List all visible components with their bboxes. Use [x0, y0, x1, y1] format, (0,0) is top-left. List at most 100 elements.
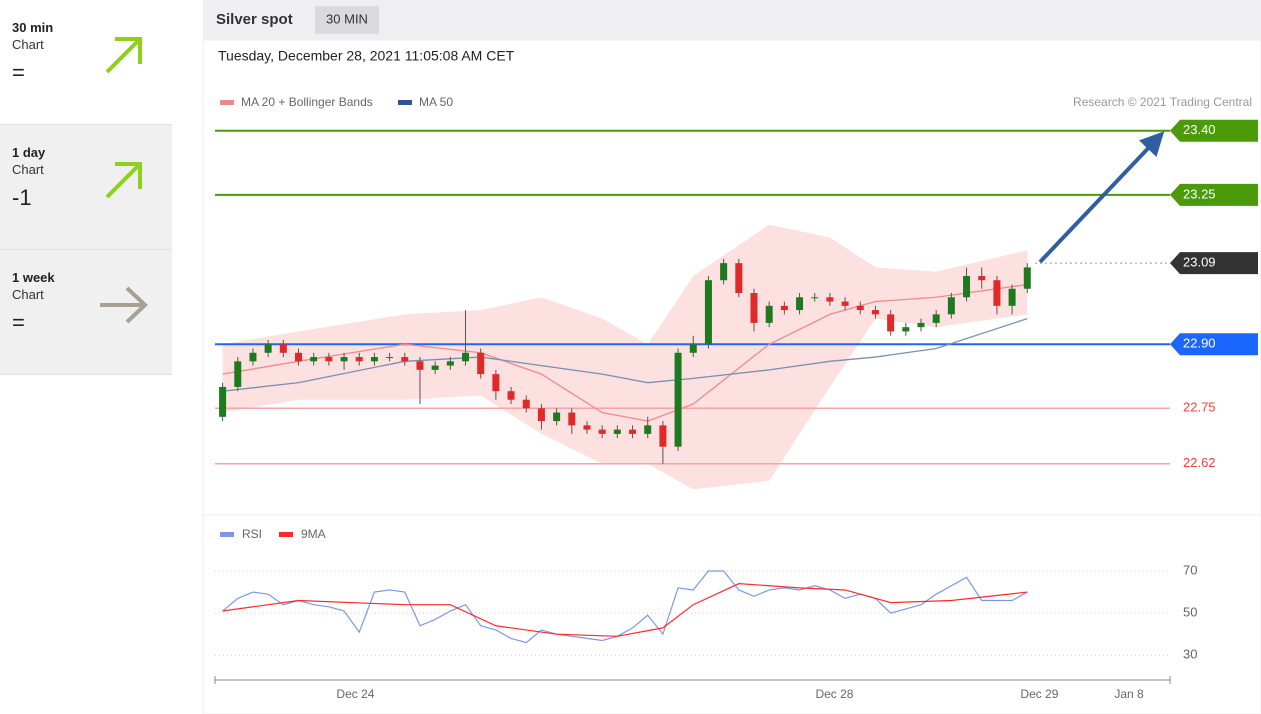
candle-body [492, 374, 500, 392]
card-label: Chart [12, 287, 44, 302]
candle-body [750, 293, 758, 323]
candle-body [917, 322, 925, 328]
candle-body [796, 297, 804, 311]
x-tick-label: Dec 28 [815, 687, 853, 701]
candle-body [325, 357, 333, 362]
trend-arrow [105, 37, 142, 74]
candle-body [978, 275, 986, 281]
bollinger-band [222, 224, 1028, 490]
candle-body [598, 429, 606, 434]
candle-body [264, 344, 272, 353]
candle-body [674, 352, 682, 447]
arrow-shape [105, 162, 142, 199]
candle-body [613, 429, 621, 434]
price-pane: 23.40 23.25 23.09 22.90 22.75 22.62 MA 20 + Bo… [215, 95, 1258, 490]
legend-label: 9MA [301, 527, 326, 541]
candle-body [522, 399, 530, 409]
timeframe: 30 MIN [326, 11, 368, 26]
candle-body [446, 361, 454, 366]
candle-body [355, 357, 363, 362]
candle-body [1023, 267, 1031, 289]
candle-body [340, 357, 348, 362]
level-label: 22.62 [1183, 455, 1216, 470]
signal-card[interactable]: 1 week Chart = [0, 250, 172, 375]
y-tick-label: 70 [1183, 562, 1197, 577]
legend-label: RSI [242, 527, 262, 541]
signal: -1 [12, 185, 32, 210]
credit: Research © 2021 Trading Central [1073, 95, 1252, 109]
candle-body [568, 412, 576, 426]
candle-body [249, 352, 257, 362]
legend-swatch [220, 100, 234, 105]
title: Silver spot [216, 11, 293, 28]
candle-body [704, 280, 712, 345]
candle-body [689, 344, 697, 353]
candle-body [553, 412, 561, 422]
candle-body [780, 305, 788, 311]
x-tick-label: Dec 24 [336, 687, 374, 701]
candle-body [963, 275, 971, 298]
candle-body [462, 352, 470, 362]
candle-body [507, 391, 515, 400]
forecast-arrow [1038, 131, 1165, 264]
x-tick-label: Dec 29 [1020, 687, 1058, 701]
candle-body [537, 408, 545, 422]
sidebar: 30 min Chart = 1 day Chart -1 1 week Chart = [0, 0, 172, 375]
candle-body [841, 301, 849, 306]
candle-body [401, 357, 409, 362]
signal: = [12, 310, 25, 335]
card-label: Chart [12, 37, 44, 52]
candle-body [811, 297, 819, 299]
level-label: 22.90 [1183, 336, 1216, 351]
candle-body [871, 310, 879, 315]
level-label: 22.75 [1183, 400, 1216, 415]
level-tag [1170, 252, 1258, 275]
card-label: Chart [12, 162, 44, 177]
candle-body [629, 429, 637, 434]
level-tag [1170, 119, 1258, 142]
candle-body [386, 357, 394, 359]
rsi-line [222, 570, 1028, 644]
legend-label: MA 20 + Bollinger Bands [241, 95, 373, 109]
candle-body [947, 297, 955, 315]
timestamp: Tuesday, December 28, 2021 11:05:08 AM C… [218, 48, 515, 64]
legend-label: MA 50 [419, 95, 453, 109]
candle-body [644, 425, 652, 434]
timeframe-badge [315, 6, 379, 34]
candle-body [583, 425, 591, 430]
candle-body [826, 297, 834, 302]
signal-card[interactable]: 30 min Chart = [0, 0, 172, 125]
y-tick-label: 30 [1183, 647, 1197, 662]
candle-body [370, 357, 378, 362]
candle-body [234, 361, 242, 387]
candle-body [856, 305, 864, 311]
candle-body [279, 344, 287, 353]
candle-body [765, 305, 773, 323]
candle-body [720, 263, 728, 281]
trend-arrow [105, 162, 142, 199]
legend-swatch [220, 532, 234, 537]
y-tick-label: 50 [1183, 605, 1197, 620]
legend-swatch [398, 100, 412, 105]
candle-body [902, 327, 910, 332]
candle-body [932, 314, 940, 323]
rsi-pane: 30 50 70 RSI 9MA Dec 24 Dec 28 Dec 29 Jan 8 [214, 527, 1197, 701]
candle-body [416, 361, 424, 370]
signal-card[interactable]: 1 day Chart -1 [0, 125, 172, 250]
arrow-shape [105, 37, 142, 74]
candle-body [219, 386, 227, 417]
level-label: 23.25 [1183, 186, 1216, 201]
candle-body [1008, 288, 1016, 306]
candle-body [431, 365, 439, 370]
period: 1 day [12, 145, 46, 160]
candle-body [477, 352, 485, 375]
candle-body [735, 263, 743, 294]
arrow-shape [100, 286, 148, 324]
candle-body [310, 357, 318, 362]
level-label: 23.09 [1183, 255, 1216, 270]
legend-swatch [279, 532, 293, 537]
rsi-line [222, 583, 1028, 637]
level-tag [1170, 333, 1258, 356]
